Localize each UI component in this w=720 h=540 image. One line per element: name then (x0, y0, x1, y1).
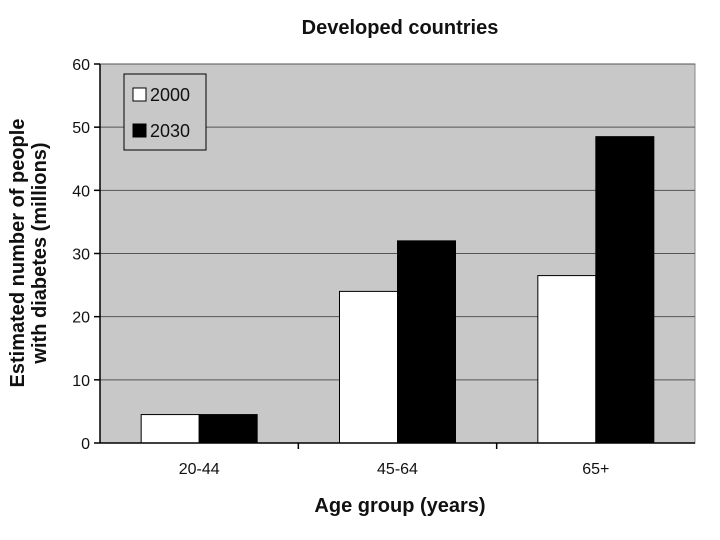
bar-2030-45-64 (397, 240, 456, 444)
bar-2000-45-64 (339, 290, 398, 444)
x-axis-ticks: 20-44 45-64 65+ (179, 443, 609, 478)
bar-2030-20-44 (198, 414, 258, 444)
legend: 2000 2030 (123, 73, 207, 151)
y-tick-label: 40 (72, 183, 90, 200)
x-axis-label: Age group (years) (314, 495, 485, 517)
legend-label-2030: 2030 (150, 121, 190, 141)
y-tick-label: 0 (81, 436, 90, 453)
y-axis-label-line-2: with diabetes (millions) (29, 142, 51, 364)
y-tick-label: 30 (72, 247, 90, 264)
legend-swatch-2000 (132, 87, 147, 102)
chart-title: Developed countries (302, 17, 499, 39)
y-axis-ticks: 0 10 20 30 40 50 60 (72, 57, 100, 453)
y-tick-label: 50 (72, 120, 90, 137)
y-axis-label-line-1: Estimated number of people (7, 119, 29, 388)
y-tick-label: 60 (72, 57, 90, 74)
x-tick-label: 45-64 (377, 461, 418, 478)
x-tick-label: 65+ (582, 461, 609, 478)
legend-label-2000: 2000 (150, 85, 190, 105)
legend-swatch-2030 (132, 123, 147, 138)
bar-2030-65+ (595, 136, 655, 444)
x-tick-label: 20-44 (179, 461, 220, 478)
y-axis-label: Estimated number of people with diabetes… (7, 119, 51, 388)
y-tick-label: 10 (72, 373, 90, 390)
bars (140, 136, 655, 444)
bar-2000-20-44 (140, 414, 200, 444)
y-tick-label: 20 (72, 310, 90, 327)
bar-2000-65+ (537, 275, 597, 444)
